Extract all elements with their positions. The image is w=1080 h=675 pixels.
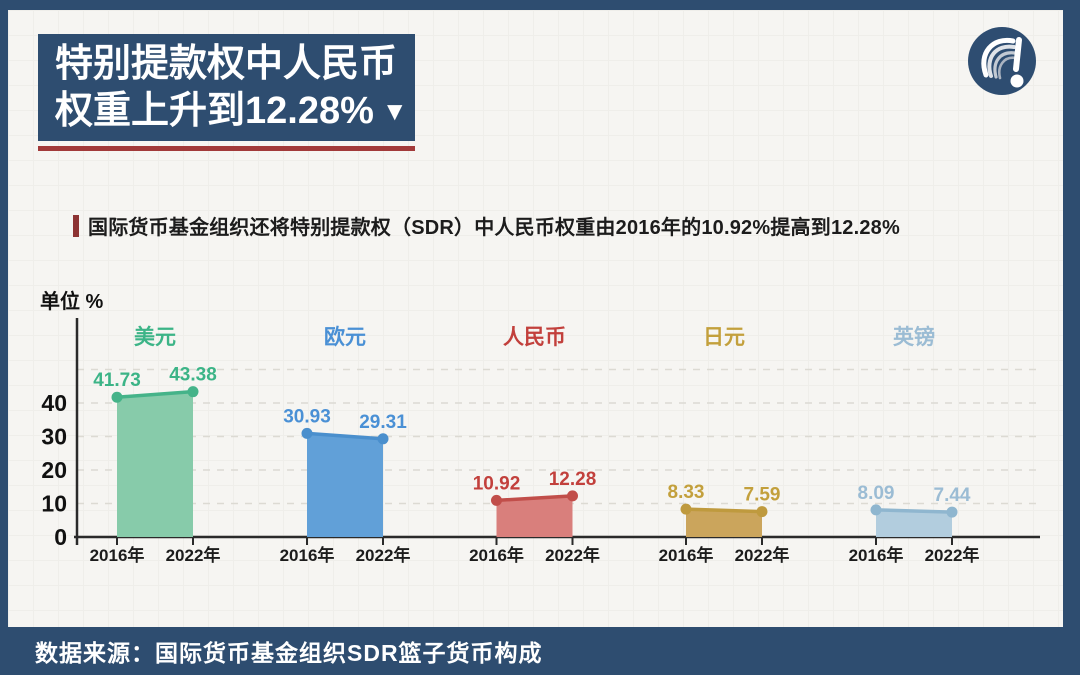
value-label: 43.38 <box>169 365 217 386</box>
x-axis-tick-label: 2016年 <box>849 545 904 565</box>
trend-line <box>874 508 954 514</box>
unit-label: 单位 % <box>40 291 104 313</box>
x-axis-tick-label: 2016年 <box>90 545 145 565</box>
subtitle-accent-bar <box>73 214 79 237</box>
data-point-dot <box>301 427 313 439</box>
trend-line <box>494 494 575 503</box>
bar-area <box>496 495 573 537</box>
x-axis-tick-label: 2016年 <box>659 545 714 565</box>
bar-area <box>117 391 193 537</box>
value-label: 8.09 <box>858 483 895 504</box>
y-axis-tick-label: 20 <box>41 457 67 483</box>
currency-name-label: 欧元 <box>324 325 366 349</box>
page-title-line-2-text: 权重上升到12.28% <box>55 89 374 132</box>
data-point-dot <box>680 503 692 515</box>
sdr-weight-chart: 0 10 20 30 40 41.73 43.38 美元 2016年 2022年 30.93 29.3… <box>41 318 1040 565</box>
bar-area <box>686 509 762 537</box>
y-axis-tick-label: 0 <box>54 524 67 550</box>
y-axis-tick-label: 40 <box>41 390 67 416</box>
data-point-dot <box>756 506 768 518</box>
data-point-dot <box>491 494 502 506</box>
data-point-dot <box>567 490 578 502</box>
value-label: 29.31 <box>359 412 407 433</box>
bar-area <box>876 509 952 537</box>
x-axis-tick-label: 2022年 <box>925 545 980 565</box>
value-label: 12.28 <box>549 469 597 490</box>
trend-line <box>684 507 764 514</box>
brand-logo-icon <box>968 27 1036 95</box>
data-source-text: 数据来源：国际货币基金组织SDR篮子货币构成 <box>35 640 543 666</box>
data-point-dot <box>187 386 199 398</box>
currency-name-label: 美元 <box>134 325 176 349</box>
page-title-line-2: 权重上升到12.28% ▼ <box>55 88 415 135</box>
value-label: 7.59 <box>744 485 781 506</box>
x-axis-tick-label: 2016年 <box>469 545 524 565</box>
trend-line <box>115 389 195 399</box>
x-axis-tick-label: 2022年 <box>166 545 221 565</box>
x-axis-tick-label: 2022年 <box>545 545 600 565</box>
bar-area <box>307 433 383 537</box>
footer-band: 数据来源：国际货币基金组织SDR篮子货币构成 <box>0 627 1080 675</box>
x-axis-tick-label: 2022年 <box>356 545 411 565</box>
currency-name-label: 英镑 <box>893 325 935 349</box>
value-label: 10.92 <box>473 473 521 494</box>
data-point-dot <box>870 504 882 516</box>
page-frame: 特别提款权中人民币 权重上升到12.28% ▼ 国际货币基金组织还将特别提款权（S… <box>8 10 1063 627</box>
page-title-line-1: 特别提款权中人民币 <box>55 42 398 85</box>
currency-name-label: 日元 <box>703 326 745 349</box>
title-block: 特别提款权中人民币 权重上升到12.28% ▼ <box>38 34 415 141</box>
value-label: 30.93 <box>283 406 331 427</box>
subtitle-row: 国际货币基金组织还将特别提款权（SDR）中人民币权重由2016年的10.92%提… <box>73 211 900 240</box>
value-label: 41.73 <box>93 370 141 391</box>
title-underline <box>38 146 415 151</box>
triangle-down-icon: ▼ <box>381 95 408 126</box>
data-point-dot <box>377 433 389 445</box>
x-axis-tick-label: 2016年 <box>280 545 335 565</box>
data-point-dot <box>111 391 123 403</box>
data-point-dot <box>946 506 958 518</box>
value-label: 8.33 <box>668 482 705 503</box>
x-axis-tick-label: 2022年 <box>735 545 790 565</box>
y-axis-tick-label: 30 <box>41 424 67 450</box>
y-axis-tick-label: 10 <box>41 491 67 517</box>
trend-line <box>305 431 385 441</box>
value-label: 7.44 <box>934 485 971 506</box>
currency-name-label: 人民币 <box>503 326 566 349</box>
subtitle-text: 国际货币基金组织还将特别提款权（SDR）中人民币权重由2016年的10.92%提… <box>88 217 900 239</box>
